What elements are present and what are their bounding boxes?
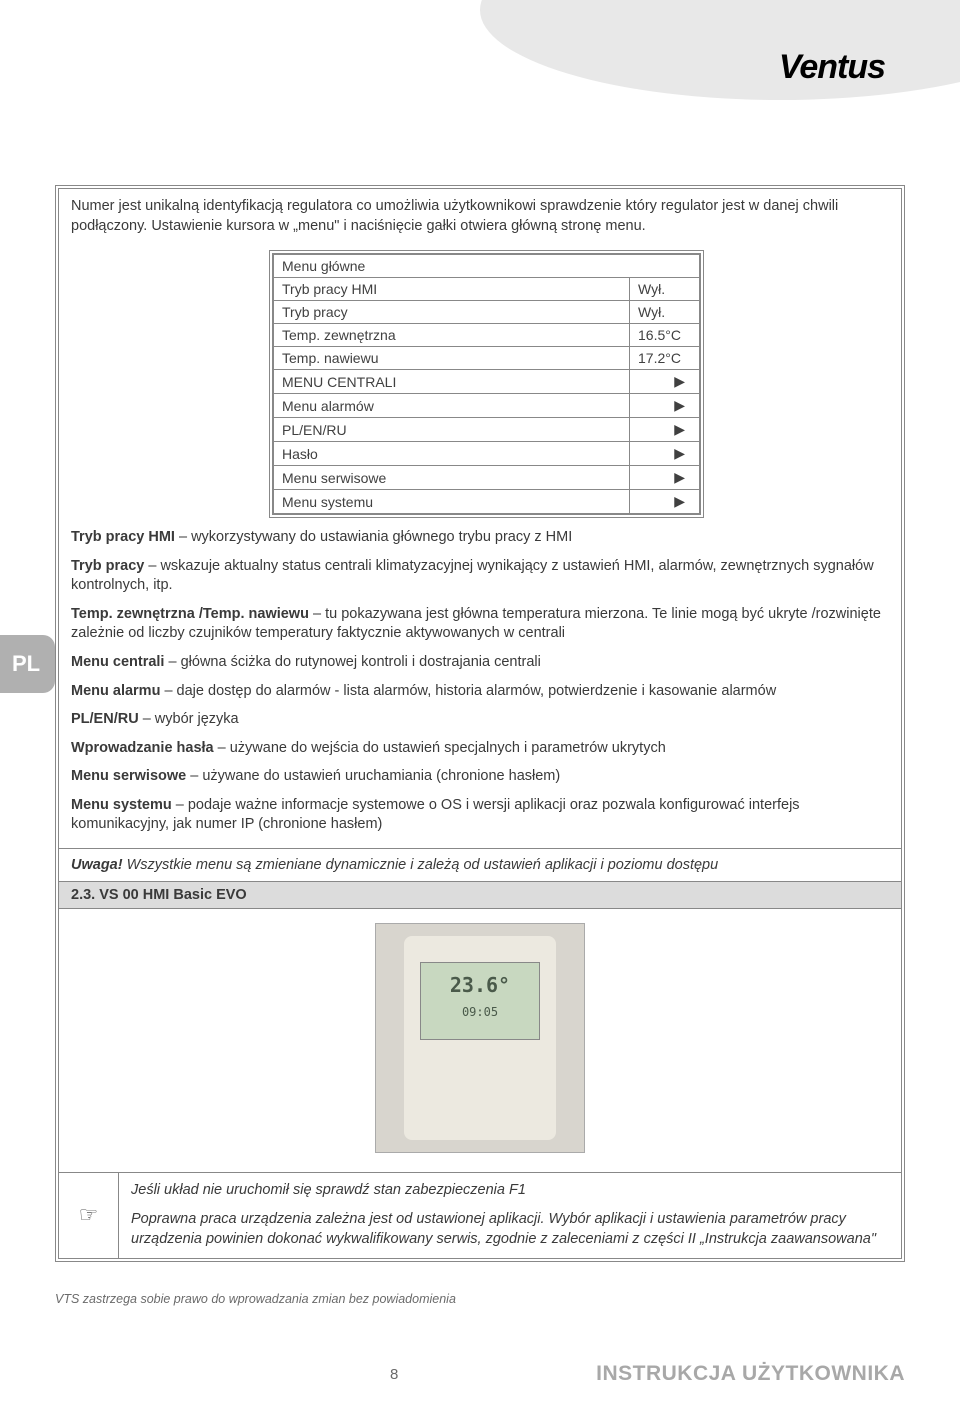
desc-term: Menu centrali (71, 654, 164, 670)
hand-note-text: Jeśli układ nie uruchomił się sprawdź st… (119, 1173, 901, 1258)
menu-row-label: Tryb pracy HMI (274, 278, 630, 301)
desc-text: – używane do wejścia do ustawień specjal… (214, 740, 666, 756)
content-area: PL Numer jest unikalną identyfikacją reg… (55, 185, 905, 1306)
menu-row-value: 17.2°C (630, 347, 700, 370)
hand-pointing-icon: ☞ (59, 1173, 119, 1258)
note-label: Uwaga! (71, 857, 123, 873)
triangle-right-icon: ▶ (630, 418, 700, 442)
menu-row-label: Temp. nawiewu (274, 347, 630, 370)
page-footer: 8 INSTRUKCJA UŻYTKOWNIKA (55, 1362, 905, 1386)
desc-term: Menu serwisowe (71, 768, 186, 784)
intro-paragraph: Numer jest unikalną identyfikacją regula… (59, 189, 901, 244)
triangle-right-icon: ▶ (630, 466, 700, 490)
device-time: 09:05 (421, 1005, 539, 1019)
menu-row-value: 16.5°C (630, 324, 700, 347)
brand-logo: Ventus (779, 48, 885, 87)
menu-row-value: Wył. (630, 301, 700, 324)
desc-term: Tryb pracy (71, 558, 144, 574)
hand-note-p2: Poprawna praca urządzenia zależna jest o… (131, 1210, 889, 1249)
desc-text: – wskazuje aktualny status centrali klim… (71, 558, 874, 594)
triangle-right-icon: ▶ (630, 442, 700, 466)
menu-row-label: Menu alarmów (274, 394, 630, 418)
menu-row-label: Hasło (274, 442, 630, 466)
page: Ventus PL Numer jest unikalną identyfika… (0, 0, 960, 1406)
section-header: 2.3. VS 00 HMI Basic EVO (59, 881, 901, 908)
menu-table: Menu główne Tryb pracy HMIWył. Tryb prac… (269, 250, 704, 518)
menu-table-wrap: Menu główne Tryb pracy HMIWył. Tryb prac… (59, 244, 901, 524)
device-image-row: 23.6° 09:05 (59, 908, 901, 1172)
menu-row-label: MENU CENTRALI (274, 370, 630, 394)
desc-term: Temp. zewnętrzna /Temp. nawiewu (71, 606, 309, 622)
desc-text: – wykorzystywany do ustawiania głównego … (175, 529, 572, 545)
desc-term: Tryb pracy HMI (71, 529, 175, 545)
menu-row-label: Menu systemu (274, 490, 630, 514)
device-temperature: 23.6° (421, 973, 539, 997)
menu-row-label: Tryb pracy (274, 301, 630, 324)
triangle-right-icon: ▶ (630, 394, 700, 418)
desc-text: – daje dostęp do alarmów - lista alarmów… (160, 683, 776, 699)
menu-row-label: PL/EN/RU (274, 418, 630, 442)
device-screen: 23.6° 09:05 (420, 962, 540, 1040)
triangle-right-icon: ▶ (630, 490, 700, 514)
note-row: Uwaga! Wszystkie menu są zmieniane dynam… (59, 848, 901, 881)
desc-term: Menu alarmu (71, 683, 160, 699)
desc-term: PL/EN/RU (71, 711, 139, 727)
main-box: Numer jest unikalną identyfikacją regula… (55, 185, 905, 1262)
menu-title: Menu główne (274, 255, 700, 278)
rights-reserve-text: VTS zastrzega sobie prawo do wprowadzani… (55, 1292, 905, 1306)
page-number: 8 (390, 1366, 398, 1383)
hand-note-row: ☞ Jeśli układ nie uruchomił się sprawdź … (59, 1172, 901, 1258)
desc-text: – główna ściżka do rutynowej kontroli i … (164, 654, 540, 670)
note-text: Wszystkie menu są zmieniane dynamicznie … (123, 857, 719, 873)
menu-row-value: Wył. (630, 278, 700, 301)
descriptions: Tryb pracy HMI – wykorzystywany do ustaw… (59, 524, 901, 848)
device-image: 23.6° 09:05 (375, 923, 585, 1153)
menu-row-label: Temp. zewnętrzna (274, 324, 630, 347)
desc-text: – podaje ważne informacje systemowe o OS… (71, 797, 800, 833)
hand-note-p1: Jeśli układ nie uruchomił się sprawdź st… (131, 1181, 889, 1201)
desc-term: Wprowadzanie hasła (71, 740, 214, 756)
desc-text: – wybór języka (139, 711, 239, 727)
triangle-right-icon: ▶ (630, 370, 700, 394)
desc-term: Menu systemu (71, 797, 172, 813)
menu-row-label: Menu serwisowe (274, 466, 630, 490)
desc-text: – używane do ustawień uruchamiania (chro… (186, 768, 560, 784)
language-tab: PL (0, 635, 55, 693)
curve-shape (480, 0, 960, 100)
footer-title: INSTRUKCJA UŻYTKOWNIKA (596, 1362, 905, 1386)
